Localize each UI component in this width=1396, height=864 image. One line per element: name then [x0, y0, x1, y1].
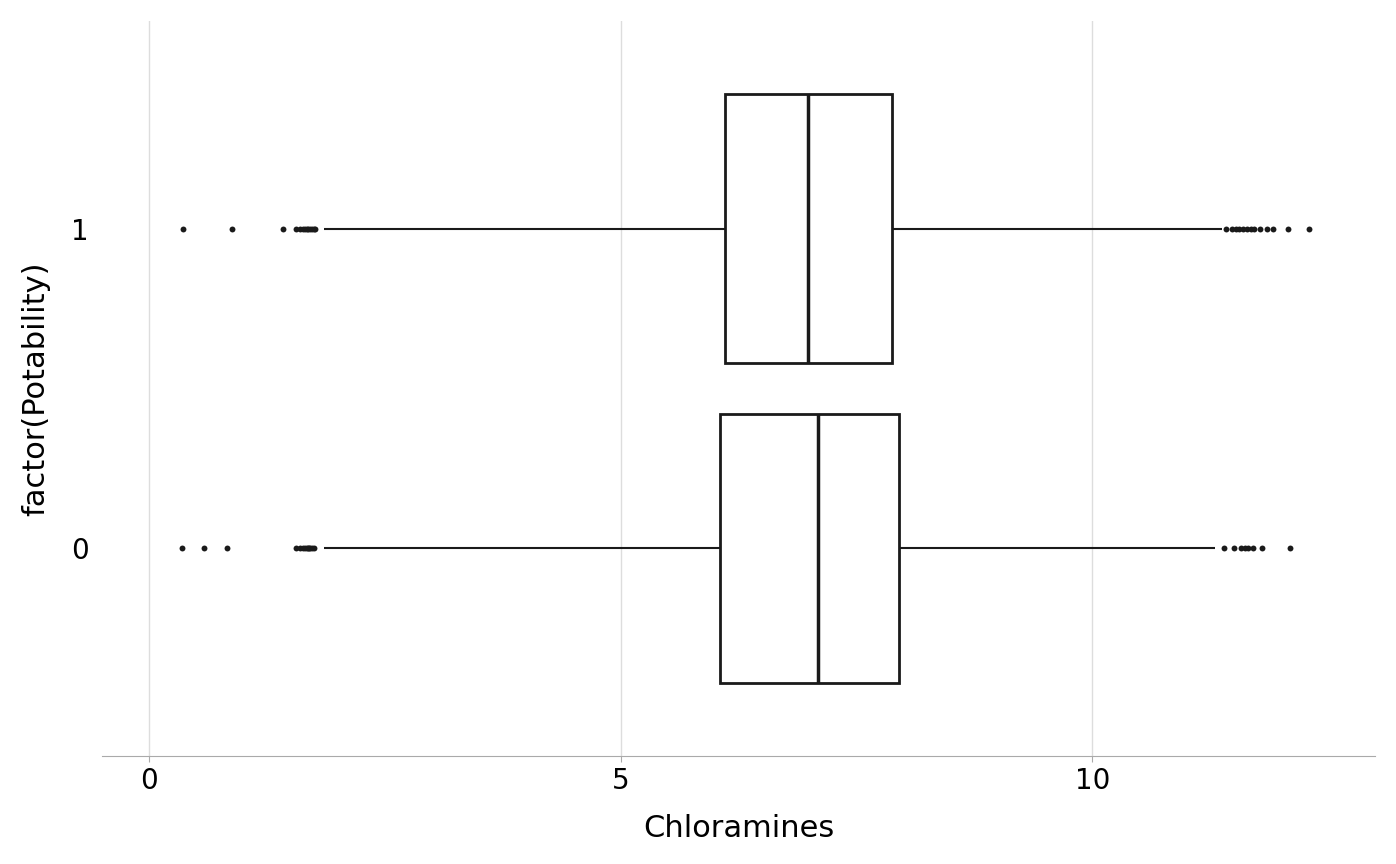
Point	[1255, 222, 1277, 236]
Point	[297, 542, 320, 556]
Point	[285, 222, 307, 236]
Point	[1235, 222, 1258, 236]
Y-axis label: factor(Potability): factor(Potability)	[21, 261, 50, 516]
Point	[1230, 542, 1252, 556]
Point	[1233, 222, 1255, 236]
Point	[172, 542, 194, 556]
Point	[1241, 542, 1263, 556]
Point	[1244, 222, 1266, 236]
Point	[300, 222, 322, 236]
Point	[292, 542, 314, 556]
Point	[293, 542, 315, 556]
Point	[1213, 542, 1235, 556]
Point	[1298, 222, 1321, 236]
Point	[1237, 542, 1259, 556]
Point	[303, 222, 325, 236]
Point	[1240, 222, 1262, 236]
Point	[1234, 542, 1256, 556]
Point	[296, 222, 318, 236]
Point	[1279, 542, 1301, 556]
X-axis label: Chloramines: Chloramines	[644, 814, 835, 843]
Point	[1215, 222, 1237, 236]
Bar	[725, 94, 892, 363]
Point	[1277, 222, 1300, 236]
Point	[303, 542, 325, 556]
Point	[293, 222, 315, 236]
Point	[1251, 542, 1273, 556]
Point	[1223, 542, 1245, 556]
Point	[1224, 222, 1247, 236]
Point	[1220, 222, 1242, 236]
Point	[285, 542, 307, 556]
Point	[1249, 222, 1272, 236]
Point	[289, 222, 311, 236]
Point	[297, 542, 320, 556]
Point	[172, 222, 194, 236]
Bar	[720, 414, 899, 683]
Point	[289, 542, 311, 556]
Point	[299, 542, 321, 556]
Point	[193, 542, 215, 556]
Point	[215, 542, 237, 556]
Point	[292, 222, 314, 236]
Point	[299, 222, 321, 236]
Point	[300, 542, 322, 556]
Point	[297, 222, 320, 236]
Point	[1262, 222, 1284, 236]
Point	[296, 542, 318, 556]
Point	[304, 222, 327, 236]
Point	[1228, 222, 1251, 236]
Point	[272, 222, 295, 236]
Point	[221, 222, 243, 236]
